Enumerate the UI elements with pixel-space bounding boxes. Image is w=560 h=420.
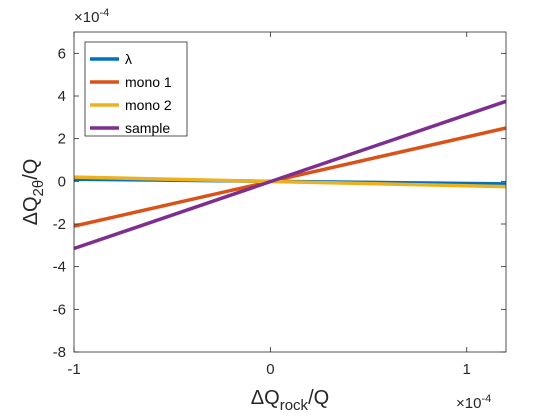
legend-label-1: λ [125,51,132,67]
x-tick-label: 0 [266,361,274,378]
x-axis-title: ΔQrock/Q [251,387,329,414]
y-axis-multiplier: ×10-4 [74,7,109,26]
y-tick-label: 4 [58,88,66,105]
y-tick-label: -2 [53,216,66,233]
legend: λ mono 1 mono 2 sample [85,42,187,136]
y-tick-label: 0 [58,173,66,190]
legend-label-4: sample [125,120,170,136]
x-axis-multiplier: ×10-4 [456,393,491,412]
y-axis-title: ΔQ2θ/Q [20,159,47,226]
legend-label-3: mono 2 [125,97,172,113]
y-tick-label: -4 [53,259,66,276]
y-tick-label: 2 [58,131,66,148]
legend-label-2: mono 1 [125,74,172,90]
y-tick-label: -8 [53,344,66,361]
x-tick-label: 1 [463,361,471,378]
y-tick-label: -6 [53,301,66,318]
y-tick-label: 6 [58,45,66,62]
x-tick-label: -1 [67,361,80,378]
